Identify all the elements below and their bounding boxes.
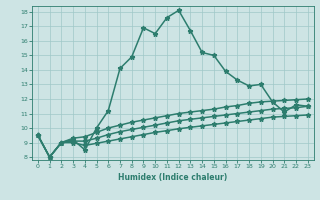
- X-axis label: Humidex (Indice chaleur): Humidex (Indice chaleur): [118, 173, 228, 182]
